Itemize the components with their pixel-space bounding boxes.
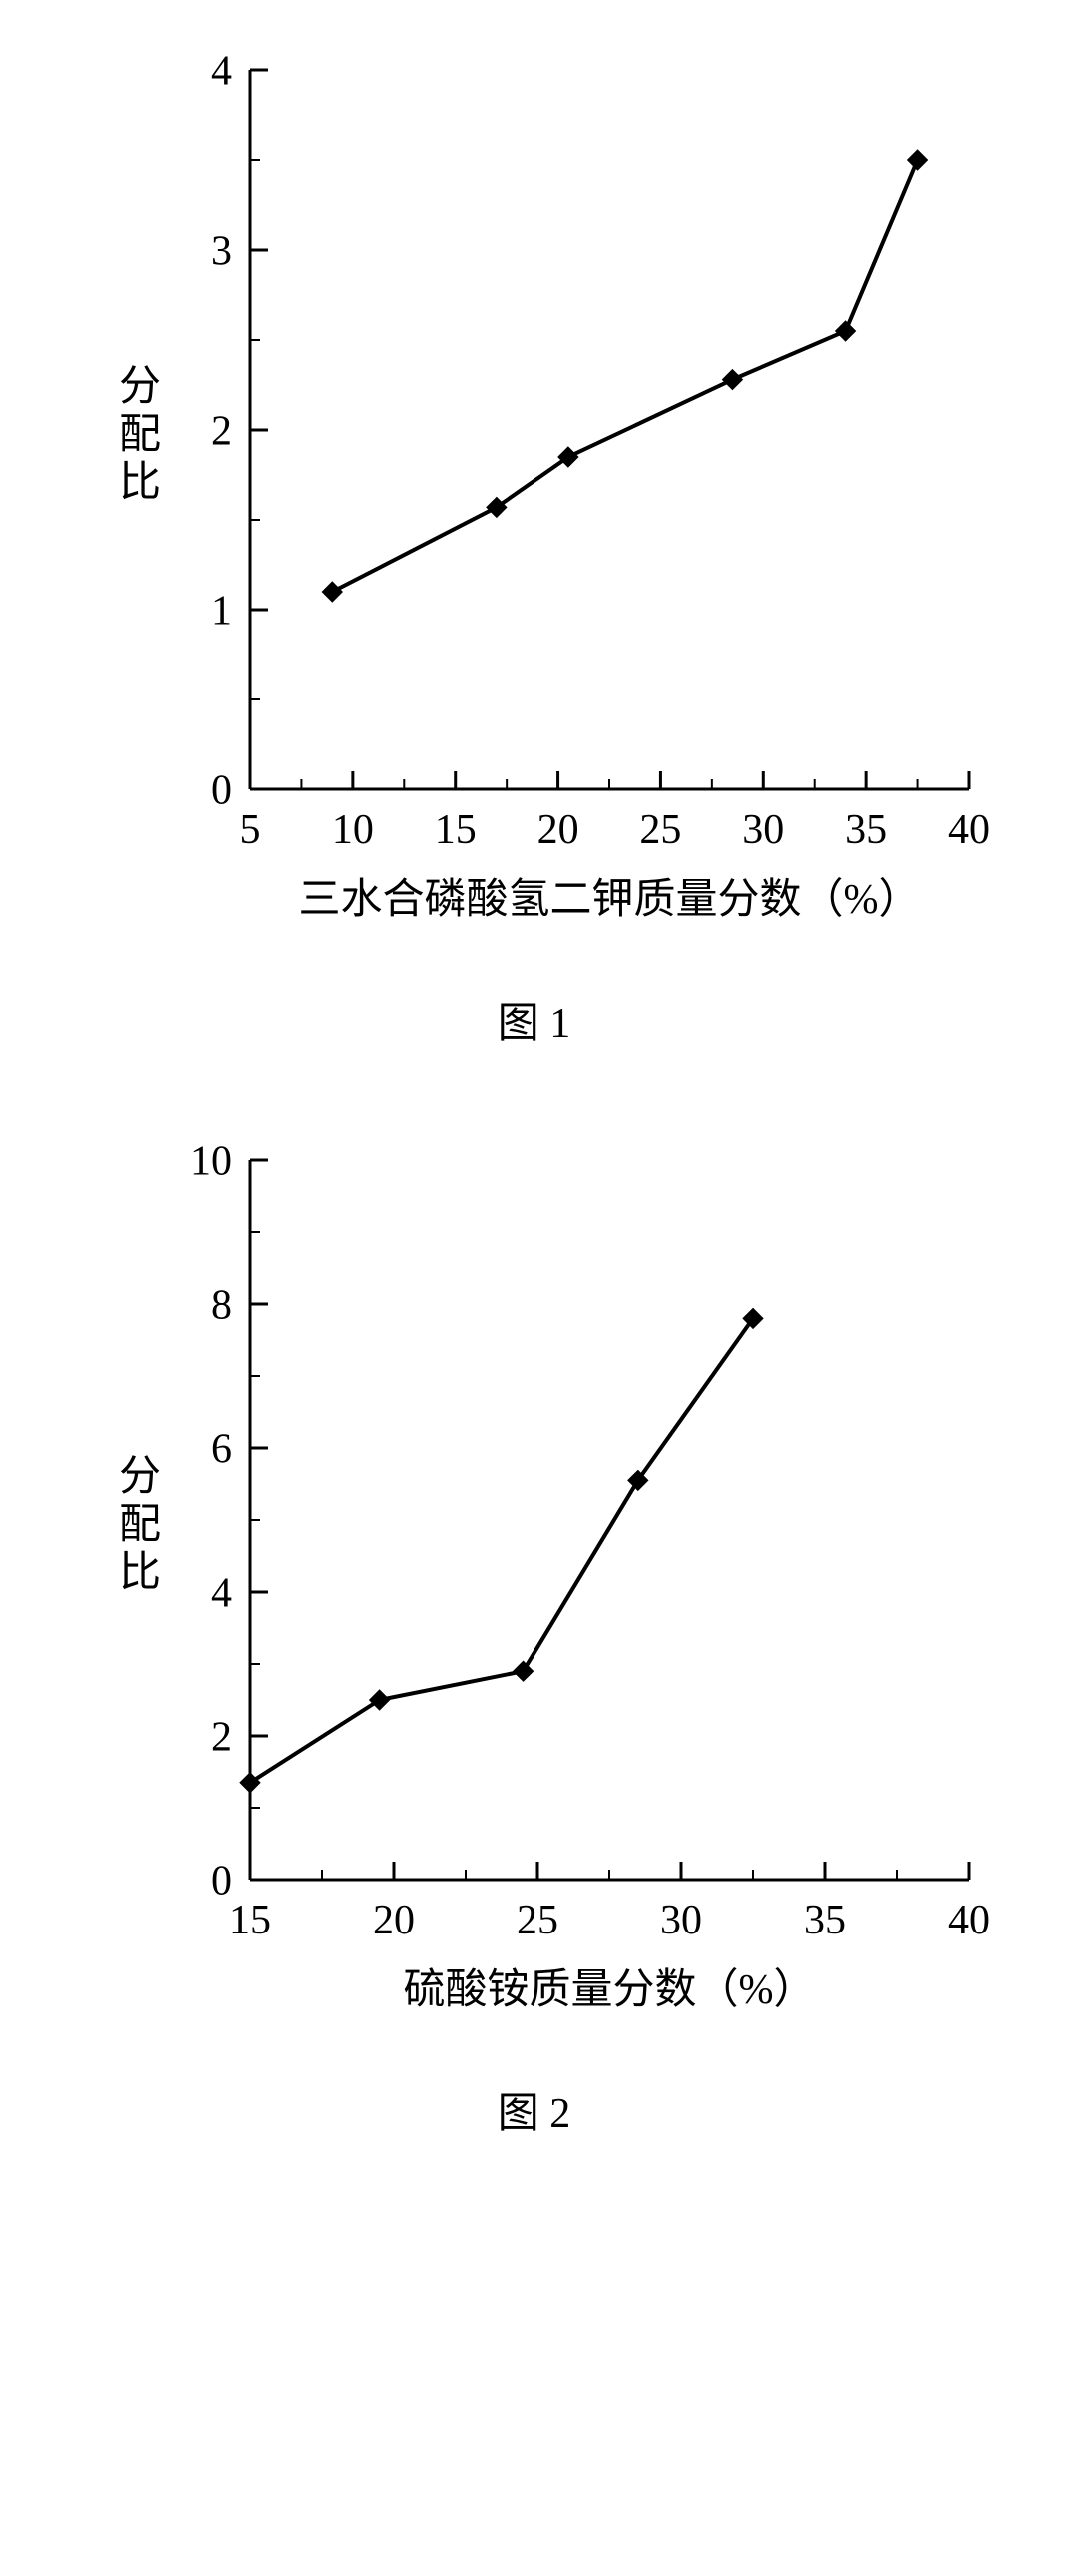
svg-text:2: 2: [211, 409, 232, 455]
svg-text:配: 配: [118, 1502, 160, 1548]
svg-text:25: 25: [517, 1898, 558, 1943]
chart-2-svg: 15 20 25 30 35 40 0 2 4 6 8 10 硫酸铵质量分数（%） 分配比: [70, 1130, 999, 2019]
svg-text:配: 配: [118, 412, 160, 458]
svg-text:25: 25: [639, 807, 681, 853]
svg-text:35: 35: [845, 807, 887, 853]
figure-1-caption: 图 1: [498, 989, 571, 1050]
svg-text:比: 比: [118, 1550, 160, 1596]
chart-1-svg: 5 10 15 20 25 30 35 40 0 1 2 3 4 三水合磷酸氢二钾质量分数（%） 分配比: [70, 40, 999, 929]
svg-text:4: 4: [211, 49, 232, 95]
svg-text:40: 40: [948, 807, 990, 853]
svg-text:20: 20: [536, 807, 578, 853]
svg-text:15: 15: [229, 1898, 271, 1943]
svg-text:6: 6: [211, 1427, 232, 1473]
svg-text:1: 1: [211, 589, 232, 635]
svg-text:硫酸铵质量分数（%）: 硫酸铵质量分数（%）: [403, 1967, 815, 2013]
svg-text:比: 比: [118, 460, 160, 506]
svg-text:5: 5: [239, 807, 260, 853]
svg-text:三水合磷酸氢二钾质量分数（%）: 三水合磷酸氢二钾质量分数（%）: [298, 877, 920, 923]
chart-2-container: 15 20 25 30 35 40 0 2 4 6 8 10 硫酸铵质量分数（%） 分配比: [70, 1130, 999, 2019]
svg-text:35: 35: [804, 1898, 846, 1943]
figure-2-caption: 图 2: [498, 2079, 571, 2140]
svg-text:4: 4: [211, 1571, 232, 1617]
svg-text:0: 0: [211, 768, 232, 814]
svg-text:20: 20: [373, 1898, 415, 1943]
svg-text:8: 8: [211, 1283, 232, 1329]
svg-text:15: 15: [434, 807, 476, 853]
figure-2: 15 20 25 30 35 40 0 2 4 6 8 10 硫酸铵质量分数（%） 分配比 图 2: [70, 1130, 999, 2140]
svg-text:10: 10: [190, 1139, 232, 1185]
svg-text:30: 30: [660, 1898, 702, 1943]
svg-text:10: 10: [331, 807, 373, 853]
svg-text:0: 0: [211, 1859, 232, 1905]
chart-1-container: 5 10 15 20 25 30 35 40 0 1 2 3 4 三水合磷酸氢二钾质量分数（%） 分配比: [70, 40, 999, 929]
svg-text:30: 30: [742, 807, 784, 853]
svg-text:分: 分: [118, 364, 160, 410]
svg-text:40: 40: [948, 1898, 990, 1943]
figure-1: 5 10 15 20 25 30 35 40 0 1 2 3 4 三水合磷酸氢二钾质量分数（%） 分配比 图…: [70, 40, 999, 1050]
svg-text:分: 分: [118, 1454, 160, 1500]
svg-text:2: 2: [211, 1715, 232, 1761]
svg-text:3: 3: [211, 229, 232, 275]
